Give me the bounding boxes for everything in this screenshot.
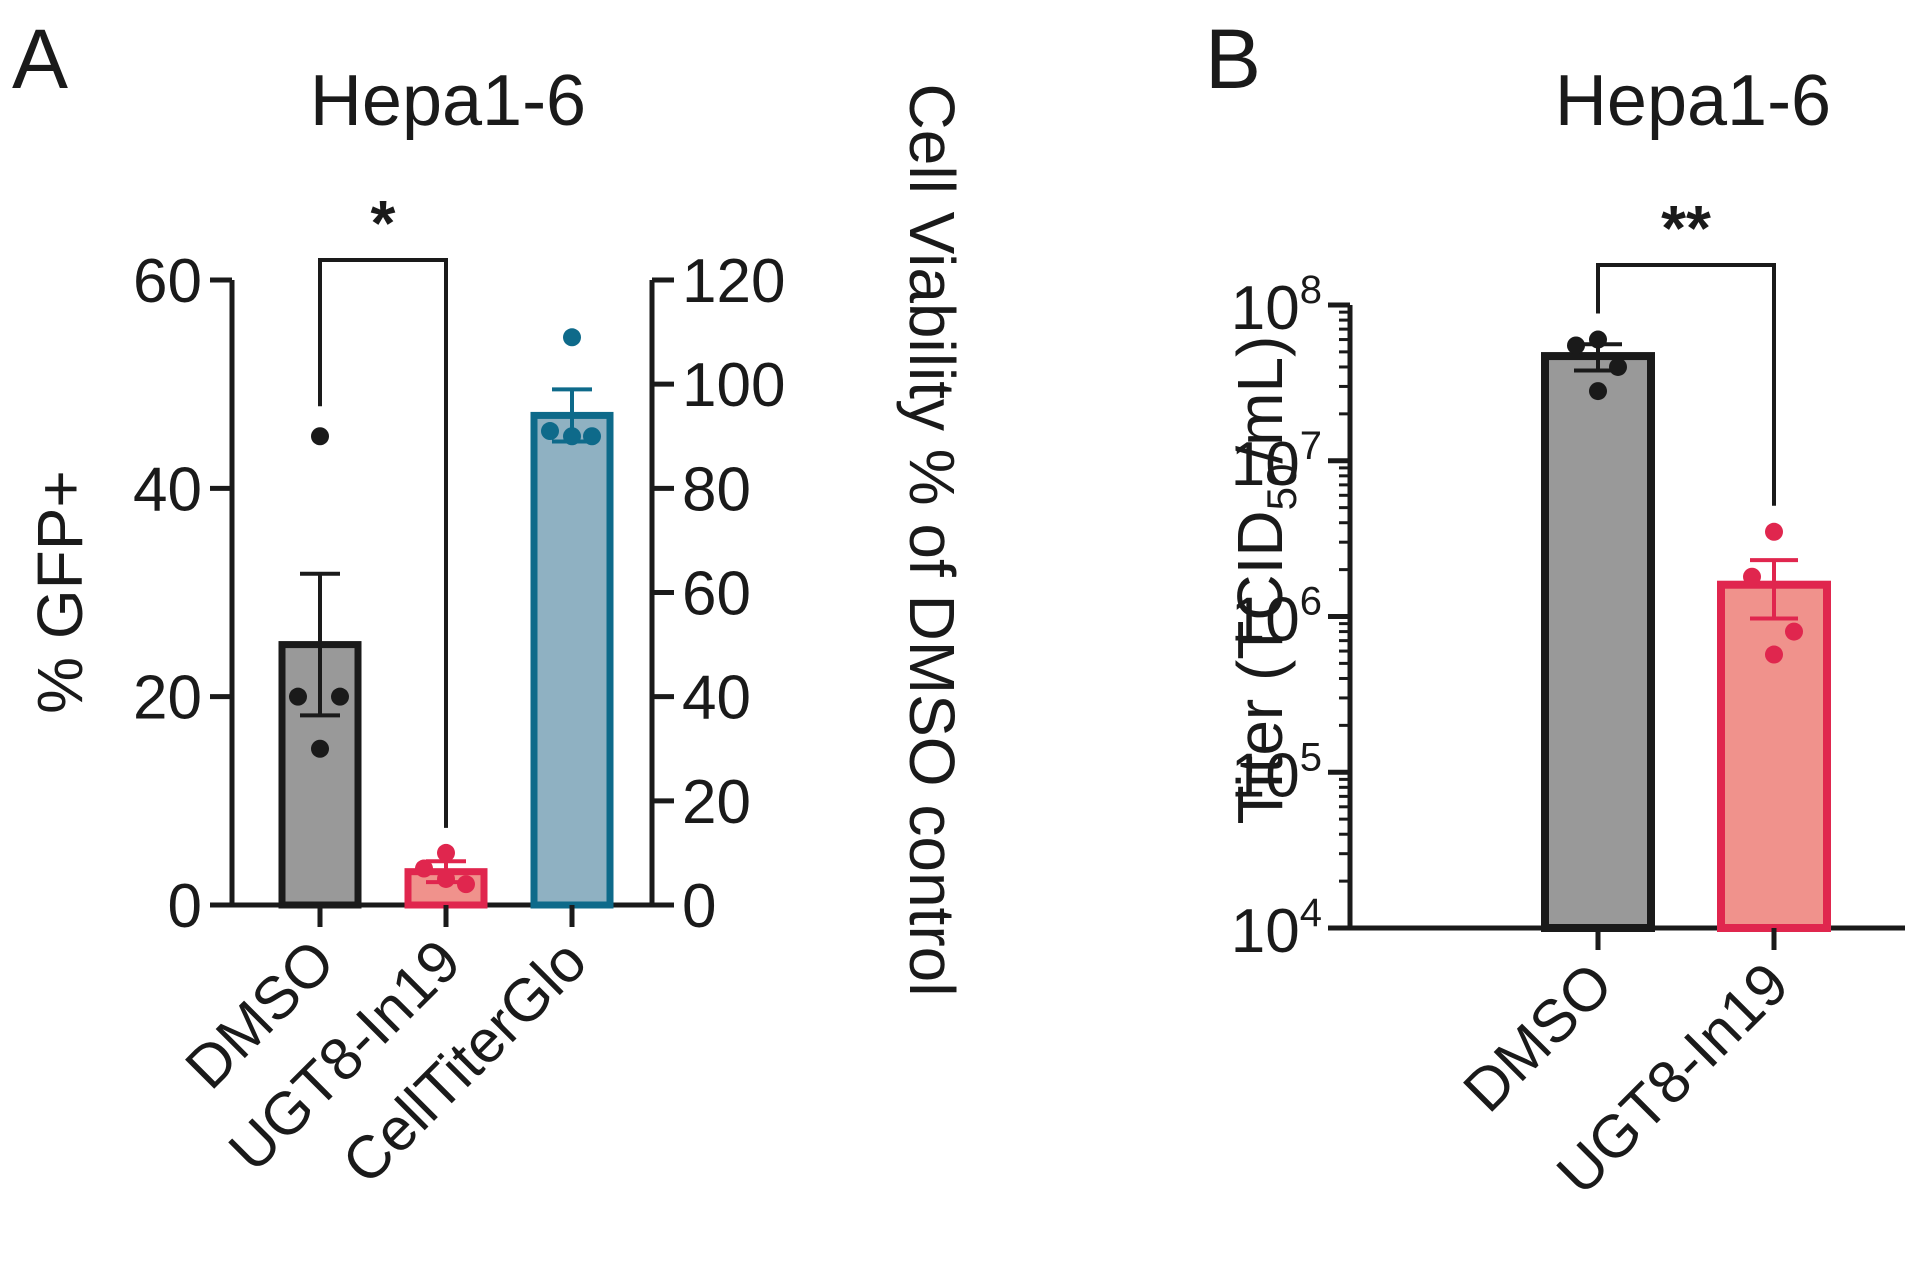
- panel-b-data-point: [1765, 645, 1783, 664]
- panel-b-y-tick-exponent: 6: [1300, 580, 1322, 624]
- panel-a-data-point: [311, 427, 329, 446]
- panel-b-y-tick-exponent: 5: [1300, 735, 1322, 779]
- panel-a-y2-tick-label: 20: [682, 768, 751, 837]
- panel-b-y-tick-label: 107: [1231, 424, 1322, 499]
- panel-b-y-tick-base: 10: [1231, 741, 1300, 810]
- panel-a-data-point: [311, 739, 329, 758]
- panel-b-data-point: [1589, 330, 1607, 349]
- panel-b-y-axis-label: Titer (TCID50/mL): [1224, 336, 1305, 825]
- panel-b-y-tick-base: 10: [1231, 586, 1300, 655]
- panel-a-y2-axis-label-text: Cell Viability % of DMSO control: [896, 84, 968, 997]
- panel-b-data-point: [1785, 622, 1803, 641]
- panel-a-y2-tick-label: 60: [682, 560, 751, 629]
- panel-a-y2-tick-label: 0: [682, 872, 716, 941]
- panel-b-significance-label: **: [1661, 192, 1711, 264]
- panel-a-chart: 0204060020406080100120DMSOUGT8-In19CellT…: [133, 187, 785, 1197]
- panel-a-data-point: [583, 427, 601, 446]
- panel-a-y2-tick-label: 80: [682, 455, 751, 524]
- panel-b-x-tick-label: DMSO: [1451, 950, 1626, 1125]
- panel-a-data-point: [457, 875, 475, 894]
- panel-a-y-tick-label: 0: [168, 872, 202, 941]
- panel-a-title: Hepa1-6: [310, 61, 586, 141]
- panel-a-y-tick-label: 20: [133, 664, 202, 733]
- panel-a-data-point: [437, 869, 455, 888]
- panel-b-y-axis-label-sub: 50: [1258, 464, 1305, 511]
- panel-a-y-tick-label: 60: [133, 247, 202, 316]
- panel-a-y2-tick-label: 120: [682, 247, 785, 316]
- panel-a-y2-tick-label: 100: [682, 351, 785, 420]
- panel-b-y-axis-label-end: /mL): [1224, 336, 1296, 464]
- panel-a-significance-bracket: [318, 258, 448, 828]
- panel-a-data-point: [289, 687, 307, 706]
- panel-b-letter: B: [1205, 12, 1261, 106]
- panel-a-letter: A: [12, 12, 68, 106]
- panel-b-y-tick-label: 104: [1231, 891, 1322, 966]
- panel-b-data-point: [1567, 336, 1585, 355]
- panel-a-data-point: [541, 422, 559, 441]
- panel-b-data-point: [1765, 522, 1783, 541]
- panel-b-data-point: [1589, 382, 1607, 401]
- panel-b-title: Hepa1-6: [1555, 61, 1831, 141]
- panel-b-y-tick-exponent: 7: [1300, 424, 1322, 468]
- panel-a-y2-tick-label: 40: [682, 664, 751, 733]
- panel-a-data-point: [563, 427, 581, 446]
- panel-b-y-tick-label: 106: [1231, 580, 1322, 655]
- panel-b-y-tick-exponent: 4: [1300, 891, 1322, 935]
- panel-b-bar-ugt8-in19: [1717, 580, 1831, 932]
- panel-a-y-axis-label: % GFP+: [24, 470, 96, 714]
- panel-a-data-point: [437, 843, 455, 862]
- panel-a-data-point: [563, 328, 581, 347]
- panel-b-data-point: [1743, 567, 1761, 586]
- panel-a-bar-celltiterglo: [530, 411, 614, 909]
- panel-b-data-point: [1609, 357, 1627, 376]
- panel-a-data-point: [415, 859, 433, 878]
- panel-a-data-point: [331, 687, 349, 706]
- panel-a-y2-axis-label: Cell Viability % of DMSO control: [896, 84, 968, 997]
- panel-b-bar-dmso: [1541, 352, 1655, 933]
- panel-b-y-tick-exponent: 8: [1300, 268, 1322, 312]
- panel-b-y-tick-base: 10: [1231, 430, 1300, 499]
- panel-b-y-axis-label-main: Titer (TCID: [1224, 510, 1296, 824]
- panel-b-y-tick-label: 108: [1231, 268, 1322, 343]
- panel-b-y-tick-base: 10: [1231, 897, 1300, 966]
- panel-a-significance-label: *: [371, 187, 396, 259]
- panel-b-y-tick-base: 10: [1231, 274, 1300, 343]
- panel-a-y-tick-label: 40: [133, 455, 202, 524]
- panel-b-y-tick-label: 105: [1231, 735, 1322, 810]
- panel-b-significance-bracket: [1596, 263, 1776, 506]
